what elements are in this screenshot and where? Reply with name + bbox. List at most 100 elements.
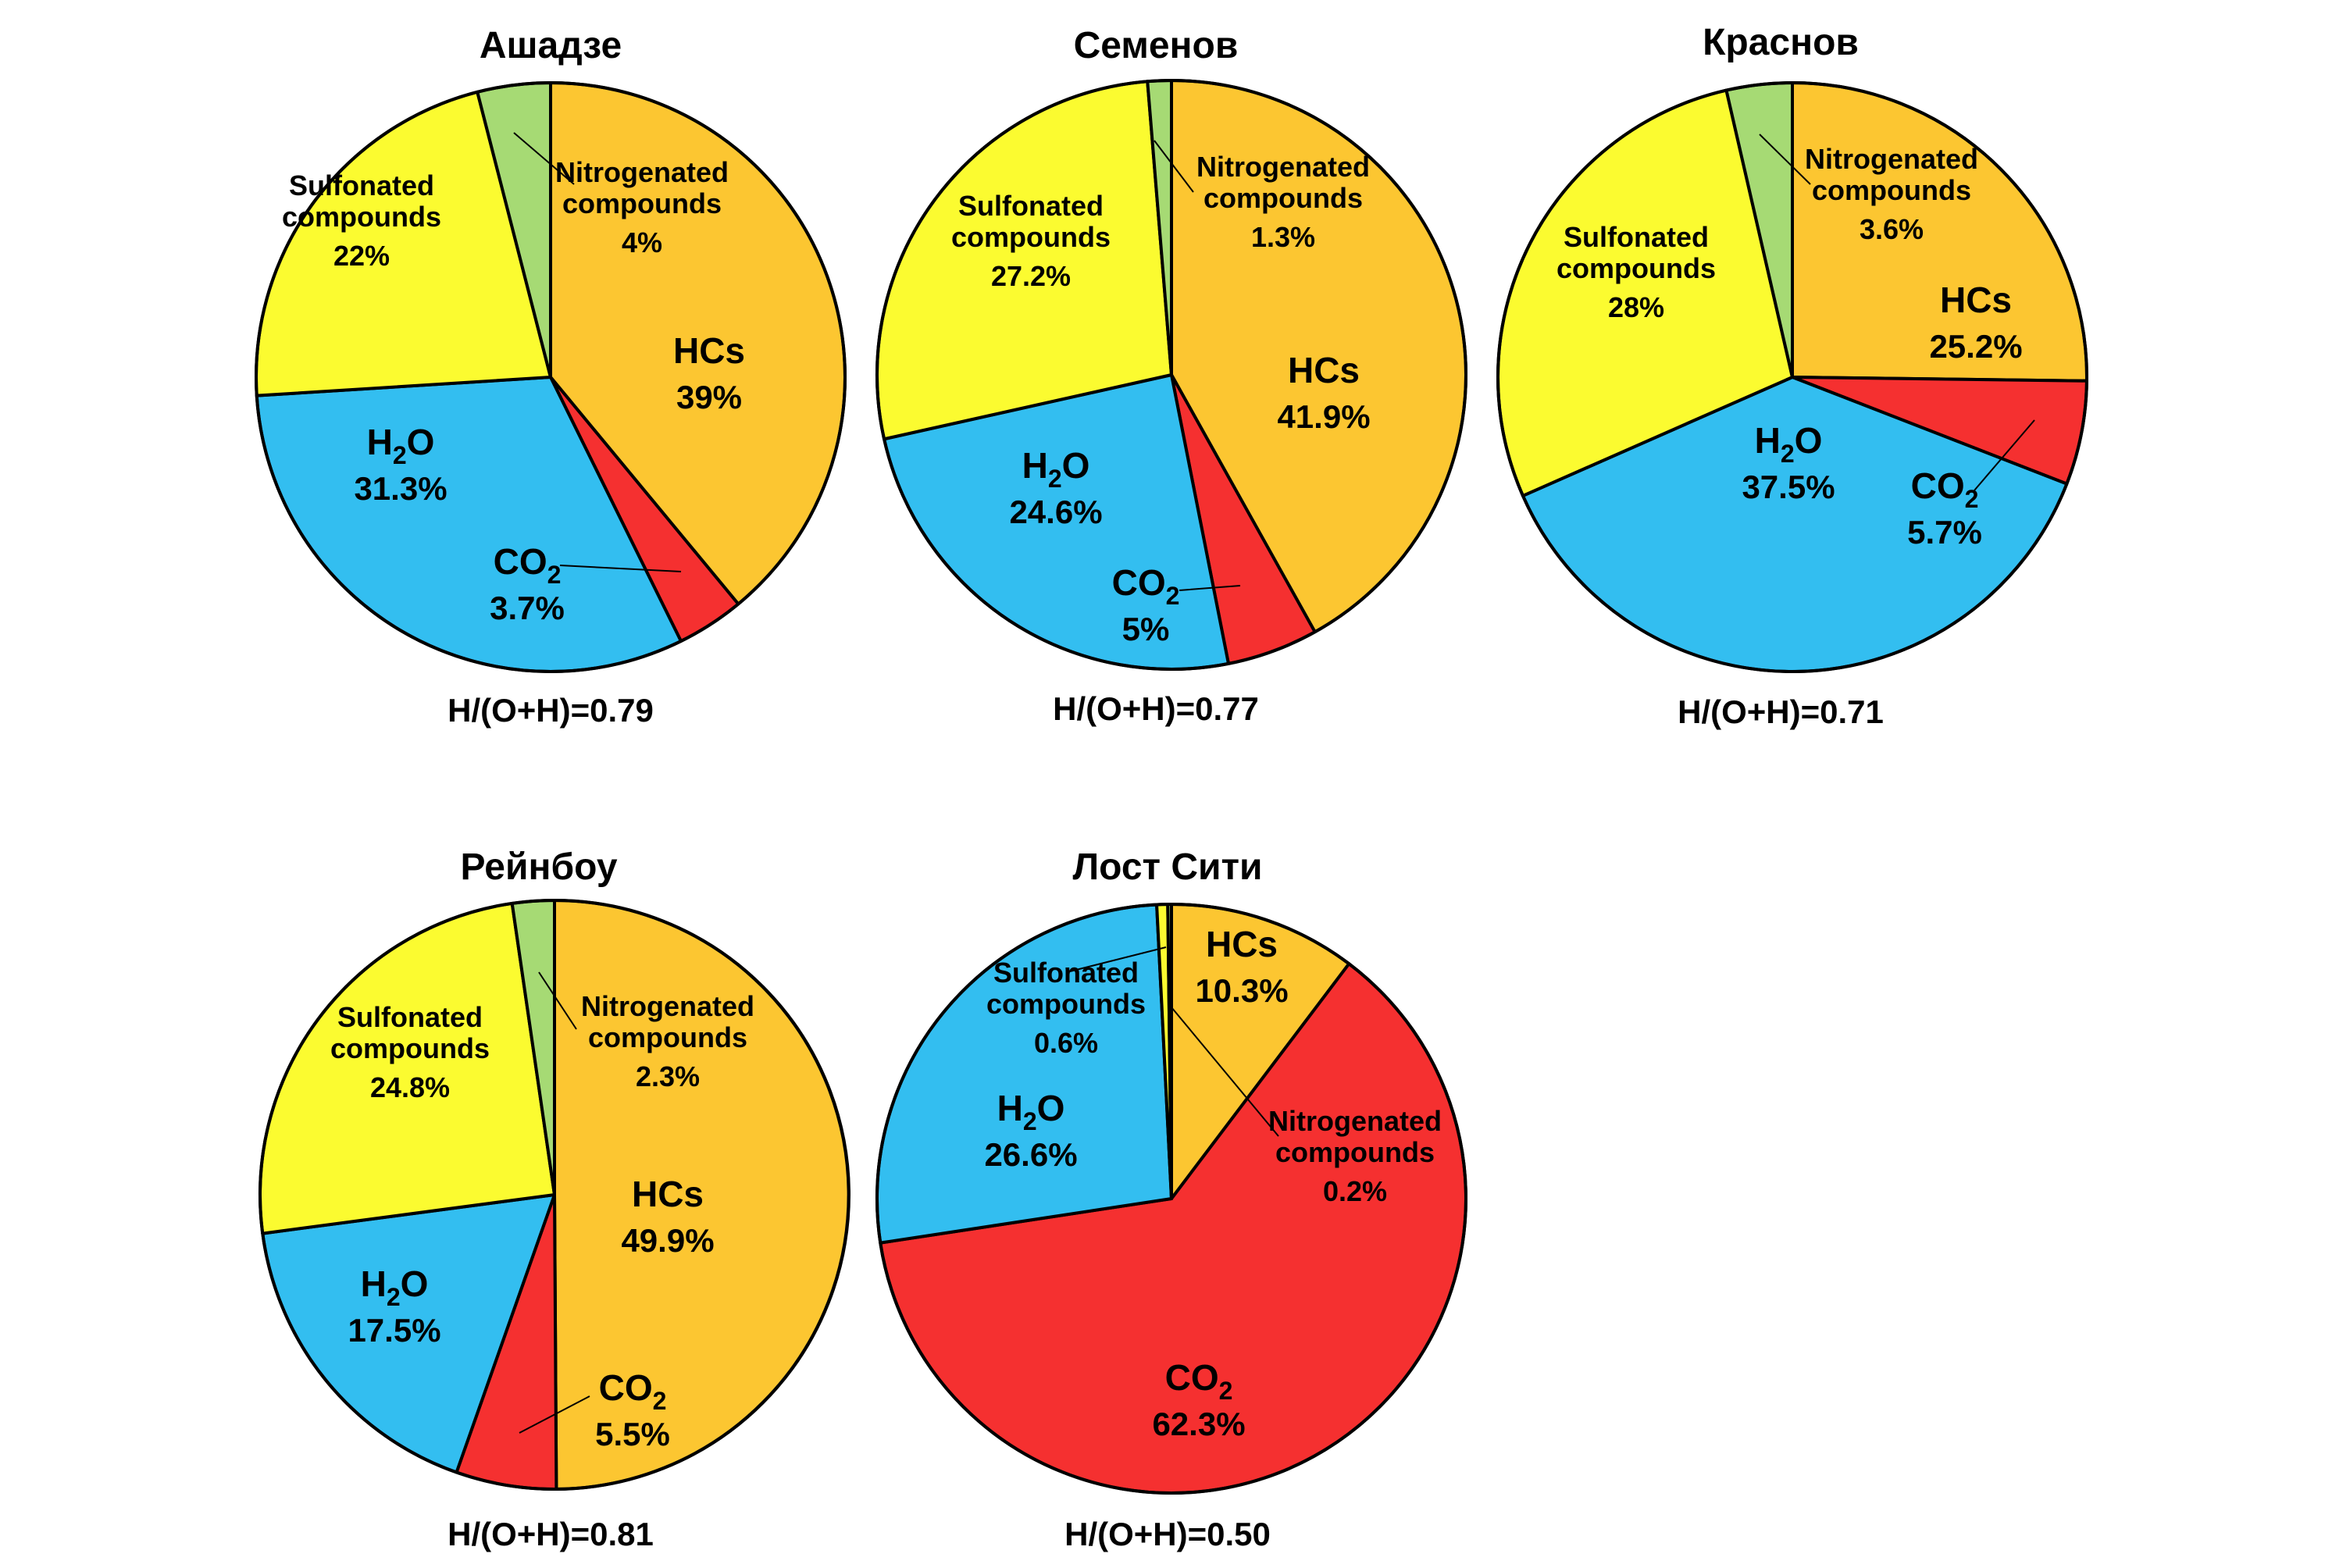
label-name: HCs xyxy=(1940,280,2012,320)
label-subscript: 2 xyxy=(393,441,407,469)
label-name: Sulfonated xyxy=(1564,221,1709,253)
leader-line xyxy=(519,1395,590,1434)
label-name: H2O xyxy=(367,422,435,469)
label-percent: 28% xyxy=(1608,291,1664,323)
ratio-label: H/(O+H)=0.77 xyxy=(1053,690,1259,727)
label-name-part: CO xyxy=(494,541,547,582)
label-name: HCs xyxy=(1288,350,1360,390)
label-subscript: 2 xyxy=(547,561,562,589)
label-percent: 4% xyxy=(622,226,662,258)
label-percent: 49.9% xyxy=(621,1222,714,1259)
label-name-part: CO xyxy=(1165,1357,1219,1398)
chart-title: Семенов xyxy=(1074,25,1239,66)
label-name-part: H xyxy=(1755,420,1781,461)
label-name: Nitrogenated xyxy=(1196,151,1370,183)
label-name-part: HCs xyxy=(673,330,745,371)
pie-outline xyxy=(1496,81,2088,673)
label-name: CO2 xyxy=(599,1367,667,1415)
label-name: CO2 xyxy=(1112,562,1180,610)
label-name-line2: compounds xyxy=(562,187,722,219)
label-name: Nitrogenated xyxy=(555,156,729,188)
leader-line xyxy=(1066,946,1167,973)
label-name-line2: compounds xyxy=(951,221,1111,253)
label-name-line2: compounds xyxy=(330,1032,490,1064)
label-percent: 62.3% xyxy=(1152,1406,1245,1442)
pie-outline xyxy=(875,79,1467,671)
chart-title: Лост Сити xyxy=(1072,846,1262,888)
pie-chart-5: Лост СитиHCs10.3%CO262.3%H2O26.6%Sulfona… xyxy=(875,846,1467,1552)
label-percent: 17.5% xyxy=(348,1312,440,1349)
leader-line xyxy=(1154,140,1194,193)
pie-outline xyxy=(875,903,1467,1495)
label-percent: 3.6% xyxy=(1860,213,1924,245)
label-name-part: H xyxy=(997,1088,1023,1128)
label-name-part: O xyxy=(1795,420,1823,461)
label-name: Nitrogenated xyxy=(581,990,754,1022)
label-name: HCs xyxy=(1206,924,1278,964)
label-name-part: H xyxy=(1022,445,1048,486)
slice-label: HCs 39% xyxy=(673,330,745,415)
label-percent: 39% xyxy=(676,379,742,415)
ratio-label: H/(O+H)=0.50 xyxy=(1064,1516,1271,1552)
label-percent: 5.5% xyxy=(595,1416,670,1452)
label-subscript: 2 xyxy=(1048,465,1062,493)
chart-title: Краснов xyxy=(1703,22,1859,63)
label-name-part: HCs xyxy=(632,1174,704,1214)
label-name: H2O xyxy=(1755,420,1823,468)
slice-label: HCs 25.2% xyxy=(1929,280,2022,365)
label-name: Sulfonated xyxy=(958,190,1104,222)
ratio-label: H/(O+H)=0.71 xyxy=(1678,693,1884,730)
slice-label: HCs 41.9% xyxy=(1277,350,1370,435)
label-name-part: H xyxy=(367,422,393,462)
label-subscript: 2 xyxy=(653,1387,667,1415)
label-name: CO2 xyxy=(1911,465,1979,513)
label-percent: 3.7% xyxy=(490,590,565,626)
label-name-line2: compounds xyxy=(1204,182,1363,214)
label-percent: 41.9% xyxy=(1277,398,1370,435)
pie-chart-1: АшадзеHCs39%CO23.7%H2O31.3%Sulfonatedcom… xyxy=(255,25,847,729)
leader-line xyxy=(538,971,577,1030)
slice-label: HCs 10.3% xyxy=(1195,924,1288,1009)
label-name: CO2 xyxy=(1165,1357,1233,1405)
label-name-part: O xyxy=(401,1263,429,1304)
label-name-line2: compounds xyxy=(588,1021,747,1053)
label-name-part: HCs xyxy=(1206,924,1278,964)
label-percent: 2.3% xyxy=(636,1060,700,1092)
label-percent: 37.5% xyxy=(1742,469,1835,505)
label-percent: 0.6% xyxy=(1034,1027,1098,1059)
label-percent: 24.8% xyxy=(370,1071,450,1103)
pie-slice-sulfonated-compounds xyxy=(259,901,556,1235)
label-subscript: 2 xyxy=(1023,1107,1037,1135)
pie-outline xyxy=(255,81,847,673)
pie-chart-2: СеменовHCs41.9%CO25%H2O24.6%Sulfonatedco… xyxy=(875,25,1467,727)
label-name-line2: compounds xyxy=(1812,174,1971,206)
label-percent: 0.2% xyxy=(1323,1175,1387,1207)
label-name-line2: compounds xyxy=(1557,252,1716,284)
label-name-part: O xyxy=(1062,445,1090,486)
label-subscript: 2 xyxy=(1219,1377,1233,1405)
label-subscript: 2 xyxy=(1965,485,1979,513)
chart-title: Ашадзе xyxy=(480,25,622,66)
label-name: CO2 xyxy=(494,541,562,589)
label-subscript: 2 xyxy=(1166,582,1180,610)
pie-slice-h2o xyxy=(875,903,1173,1245)
label-percent: 25.2% xyxy=(1929,328,2022,365)
label-percent: 22% xyxy=(333,240,390,272)
pie-chart-3: КрасновHCs25.2%CO25.7%H2O37.5%Sulfonated… xyxy=(1496,22,2088,730)
